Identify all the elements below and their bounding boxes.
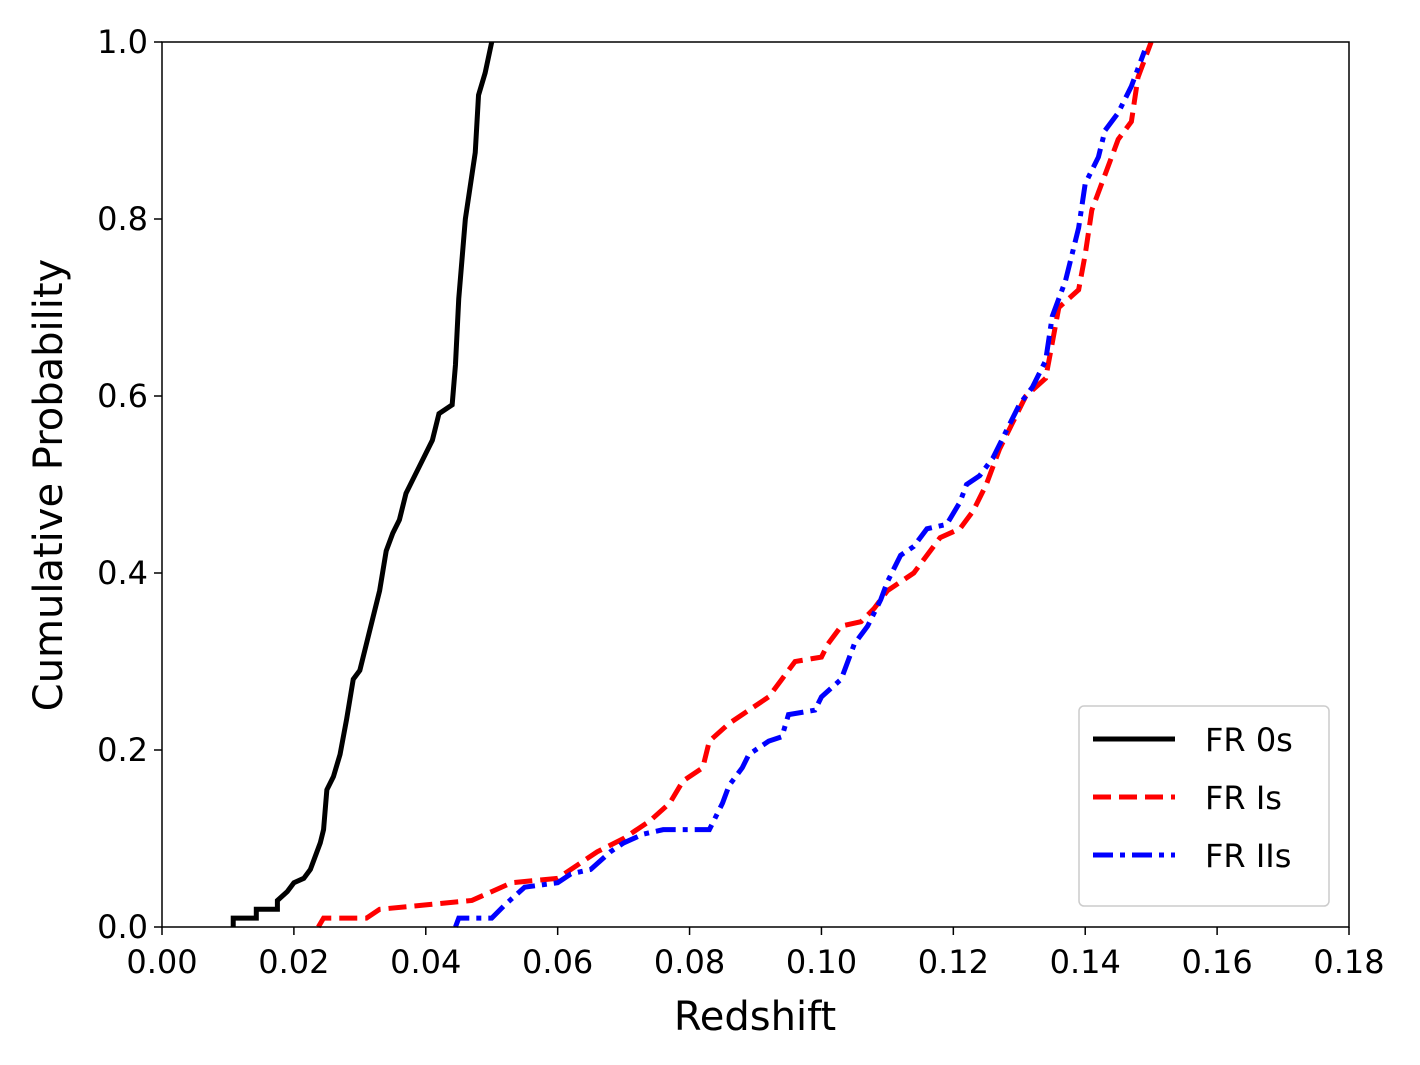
y-tick-label: 0.8 [97, 200, 148, 238]
data-line [230, 41, 495, 927]
x-tick-label: 0.14 [1050, 943, 1121, 981]
x-tick-label: 0.08 [654, 943, 725, 981]
plot-frame [161, 41, 1350, 928]
x-tick-label: 0.16 [1181, 943, 1252, 981]
data-line [316, 41, 1154, 929]
y-tick-label: 0.4 [97, 554, 148, 592]
legend-label: FR 0s [1205, 721, 1293, 759]
x-tick-label: 0.04 [390, 943, 461, 981]
data-line [453, 49, 1147, 928]
legend-label: FR Is [1205, 779, 1282, 817]
x-tick-label: 0.06 [522, 943, 593, 981]
x-tick-label: 0.18 [1313, 943, 1384, 981]
y-tick-label: 0.0 [97, 908, 148, 946]
y-tick-label: 1.0 [97, 23, 148, 61]
x-tick-label: 0.00 [126, 943, 197, 981]
y-axis-label: Cumulative Probability [26, 259, 72, 711]
x-tick-label: 0.12 [918, 943, 989, 981]
x-axis-label: Redshift [674, 994, 836, 1040]
y-tick-label: 0.2 [97, 731, 148, 769]
x-tick-label: 0.10 [786, 943, 857, 981]
legend-label: FR IIs [1205, 837, 1291, 875]
y-tick-label: 0.6 [97, 377, 148, 415]
x-tick-label: 0.02 [258, 943, 329, 981]
